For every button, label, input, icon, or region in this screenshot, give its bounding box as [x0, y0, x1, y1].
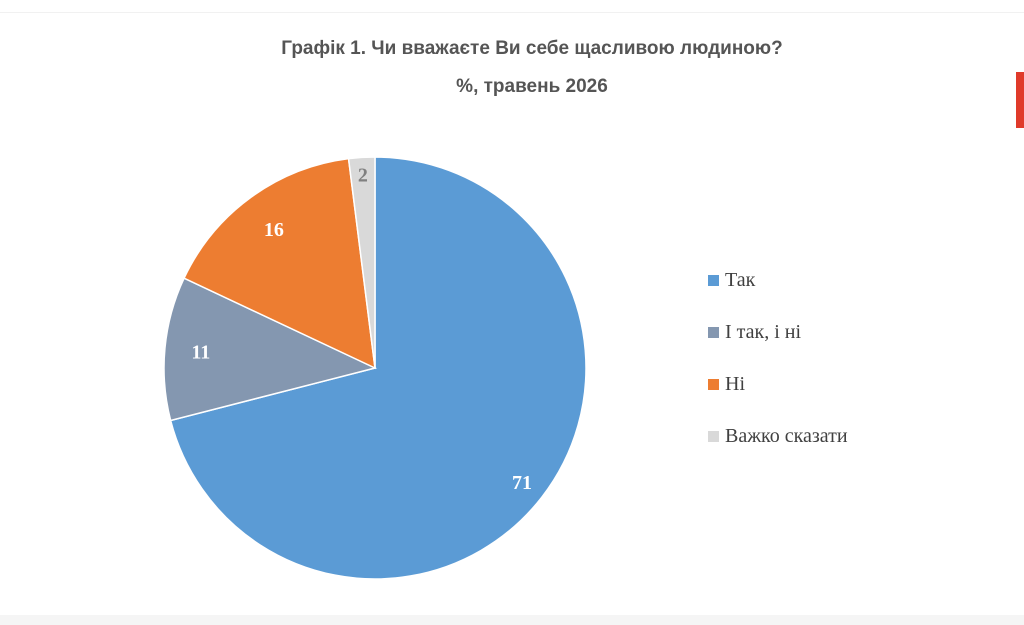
- slice-value-label-vazhko-skazaty: 2: [358, 164, 368, 186]
- legend-swatch-ni: [708, 378, 719, 390]
- legend-label-vazhko-skazaty: Важко сказати: [725, 424, 848, 447]
- pie-slices: [163, 156, 587, 580]
- legend-item-ni: Ні: [708, 358, 848, 410]
- accent-bar: [1016, 72, 1024, 128]
- pie-labels: 71 11 16 2: [191, 164, 532, 494]
- legend-item-i-tak-i-ni: І так, і ні: [708, 306, 848, 358]
- chart-subtitle: %, травень 2026: [456, 76, 608, 97]
- bottom-frame: [0, 615, 1024, 625]
- chart-title: Графік 1. Чи вважаєте Ви себе щасливою л…: [281, 38, 783, 59]
- chart-title-block: Графік 1. Чи вважаєте Ви себе щасливою л…: [0, 30, 1024, 106]
- pie-slice-i-tak-i-ni: [163, 277, 378, 422]
- legend-swatch-i-tak-i-ni: [708, 326, 719, 338]
- legend-label-i-tak-i-ni: І так, і ні: [725, 320, 802, 343]
- pie-slice-ni: [183, 157, 376, 370]
- pie-slice-vazhko-skazaty: [347, 156, 376, 369]
- legend: Так І так, і ні Ні Важко сказати: [708, 254, 848, 462]
- slice-value-label-ni: 16: [264, 219, 284, 241]
- legend-label-tak: Так: [725, 268, 756, 291]
- legend-swatch-vazhko-skazaty: [708, 430, 719, 442]
- legend-label-ni: Ні: [725, 372, 745, 395]
- slice-value-label-i-tak-i-ni: 11: [191, 342, 210, 364]
- top-frame: [0, 0, 1024, 13]
- legend-swatch-tak: [708, 274, 719, 286]
- pie-slice-tak: [169, 156, 587, 580]
- slice-value-label-tak: 71: [512, 472, 532, 494]
- legend-item-tak: Так: [708, 254, 848, 306]
- legend-item-vazhko-skazaty: Важко сказати: [708, 410, 848, 462]
